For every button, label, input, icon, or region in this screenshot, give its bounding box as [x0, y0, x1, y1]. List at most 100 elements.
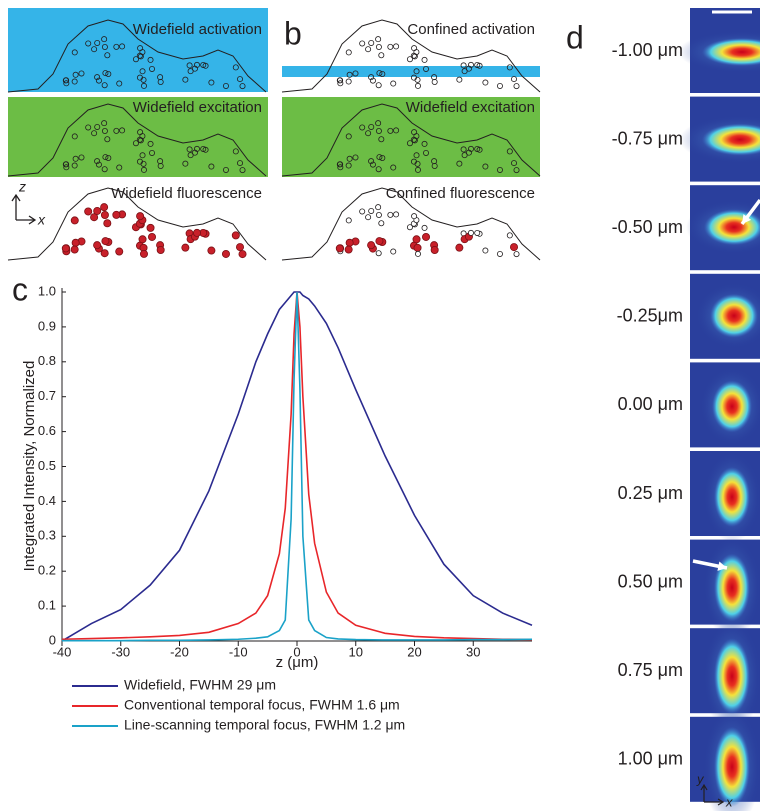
molecule — [345, 133, 352, 140]
molecule — [337, 80, 344, 87]
molecule — [414, 76, 421, 83]
molecule — [346, 71, 353, 78]
molecule — [85, 124, 92, 131]
molecule — [94, 158, 101, 165]
molecule — [482, 247, 489, 254]
molecule — [112, 210, 121, 219]
x-tick-label: -10 — [229, 644, 248, 659]
molecule — [140, 76, 147, 83]
molecule — [140, 82, 147, 89]
row-label: Widefield excitation — [133, 99, 262, 116]
molecule — [186, 146, 193, 153]
y-tick-label: 0.8 — [38, 353, 56, 368]
row-label: Widefield fluorescence — [111, 185, 262, 202]
molecule — [182, 76, 189, 83]
molecule — [390, 80, 397, 87]
molecule — [460, 146, 467, 153]
molecule — [237, 160, 244, 167]
molecule — [365, 130, 372, 137]
molecule — [138, 235, 147, 244]
molecule — [137, 129, 144, 136]
molecule — [147, 56, 154, 63]
y-tick-label: 0.4 — [38, 493, 56, 508]
molecule — [379, 71, 386, 78]
molecule — [136, 212, 145, 221]
y-tick-label: 0.1 — [38, 598, 56, 613]
molecule — [365, 46, 372, 53]
molecule — [387, 211, 394, 218]
molecule — [365, 214, 372, 221]
molecule — [63, 164, 70, 171]
molecule — [101, 128, 108, 135]
x-tick-label: 30 — [466, 644, 480, 659]
molecule — [104, 136, 111, 143]
molecule — [506, 64, 513, 71]
legend-label: Line-scanning temporal focus, FWHM 1.2 μ… — [124, 717, 405, 733]
psf-blob — [714, 467, 750, 527]
molecule — [336, 161, 343, 168]
molecule — [376, 154, 383, 161]
molecule — [474, 229, 481, 236]
molecule — [431, 78, 438, 85]
molecule — [513, 167, 520, 174]
molecule — [511, 76, 518, 83]
molecule — [474, 61, 481, 68]
panel-letter: c — [12, 271, 28, 307]
molecule — [411, 137, 418, 144]
molecule — [513, 83, 520, 90]
molecule — [411, 53, 418, 60]
molecule — [207, 246, 216, 255]
molecule — [93, 241, 102, 250]
molecule — [359, 124, 366, 131]
molecule — [84, 207, 93, 216]
molecule — [352, 154, 359, 161]
depth-label: 0.50 μm — [618, 571, 683, 591]
molecule — [222, 166, 229, 173]
molecule — [237, 76, 244, 83]
molecule — [101, 120, 108, 127]
molecule — [72, 71, 79, 78]
molecule — [140, 160, 147, 167]
molecule — [182, 160, 189, 167]
molecule — [411, 45, 418, 52]
molecule — [193, 61, 200, 68]
molecule — [414, 82, 421, 89]
molecule — [193, 145, 200, 152]
molecule — [90, 213, 99, 222]
molecule — [393, 127, 400, 134]
molecule — [496, 82, 503, 89]
molecule — [157, 78, 164, 85]
cell-outline — [7, 187, 267, 261]
excitation-box — [282, 97, 540, 177]
axis-letter: z — [18, 179, 26, 195]
panel-letter: d — [566, 19, 584, 55]
y-axis-label: Integrated Intensity, Normalized — [21, 361, 38, 572]
molecule — [375, 128, 382, 135]
cell-outline — [7, 19, 267, 93]
molecule — [103, 219, 112, 228]
molecule — [345, 78, 352, 85]
molecule — [375, 82, 382, 89]
psf-blob — [712, 380, 752, 433]
x-tick-label: 10 — [349, 644, 363, 659]
molecule — [70, 216, 79, 225]
depth-label: 1.00 μm — [618, 749, 683, 769]
axis-letter: y — [696, 771, 705, 786]
molecule — [369, 77, 376, 84]
molecule — [157, 162, 164, 169]
axis-glyph — [700, 783, 725, 806]
molecule — [379, 155, 386, 162]
molecule — [423, 149, 430, 156]
row-label: Confined fluorescence — [386, 185, 535, 202]
molecule — [467, 61, 474, 68]
molecule — [91, 130, 98, 137]
molecule — [105, 71, 112, 78]
molecule — [393, 43, 400, 50]
molecule — [78, 154, 85, 161]
molecule — [70, 245, 79, 254]
molecule — [336, 77, 343, 84]
confined-band — [282, 66, 540, 77]
molecule — [345, 49, 352, 56]
molecule — [375, 250, 382, 257]
